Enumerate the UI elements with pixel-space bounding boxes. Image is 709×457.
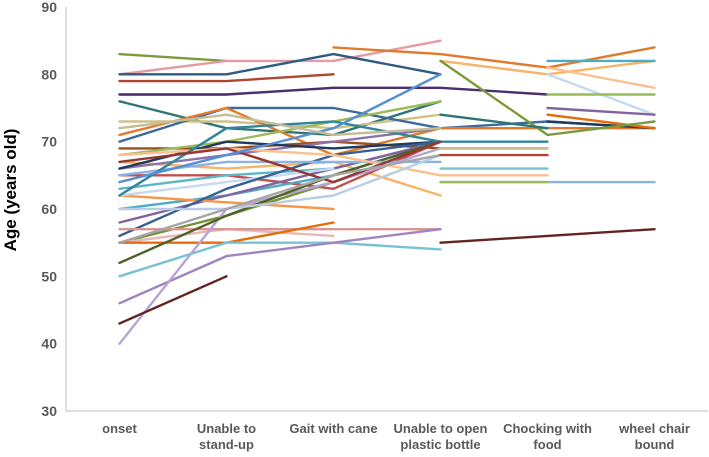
series-line	[118, 153, 442, 244]
series-line	[118, 194, 335, 211]
series-line	[118, 140, 442, 238]
series-line	[118, 106, 656, 157]
series-line	[118, 52, 228, 63]
y-tick-label: 40	[41, 336, 57, 352]
y-tick-label: 90	[41, 0, 57, 15]
series-line	[118, 140, 442, 184]
series-line	[439, 113, 549, 130]
series-line	[118, 153, 442, 211]
series-line	[332, 46, 656, 69]
y-tick-label: 80	[41, 66, 57, 82]
series-line	[439, 59, 656, 137]
series-line	[118, 140, 442, 265]
series-line	[439, 227, 656, 244]
series-line	[118, 167, 335, 197]
x-tick-labels: onset Unable to stand-up Gait with cane Unab…	[102, 421, 690, 452]
y-axis-title: Age (years old)	[1, 129, 20, 252]
x-tick-label: Chocking with food	[503, 421, 592, 452]
x-tick-label: wheel chair bound	[618, 421, 690, 452]
y-tick-label: 30	[41, 403, 57, 419]
y-tick-label: 70	[41, 134, 57, 150]
x-tick-label: Gait with cane	[289, 421, 377, 436]
x-tick-label: Unable to stand-up	[197, 421, 256, 452]
series-lines	[118, 39, 656, 345]
y-tick-label: 50	[41, 268, 57, 284]
axes	[65, 7, 708, 412]
series-line	[118, 73, 442, 184]
series-line	[118, 86, 549, 96]
series-line	[118, 241, 442, 278]
series-line	[118, 100, 442, 157]
series-line	[118, 52, 442, 76]
series-line	[118, 106, 656, 143]
series-line	[118, 120, 549, 197]
series-line	[546, 106, 656, 116]
x-tick-label: onset	[102, 421, 137, 436]
y-tick-label: 60	[41, 201, 57, 217]
series-line	[118, 227, 442, 305]
series-line	[118, 113, 442, 137]
x-tick-label: Unable to open plastic bottle	[394, 421, 488, 452]
series-line	[546, 66, 656, 90]
series-line	[546, 113, 656, 130]
y-tick-labels: 30 40 50 60 70 80 90	[41, 0, 57, 419]
series-line	[118, 73, 335, 83]
series-line	[118, 227, 335, 244]
series-line	[118, 275, 228, 325]
